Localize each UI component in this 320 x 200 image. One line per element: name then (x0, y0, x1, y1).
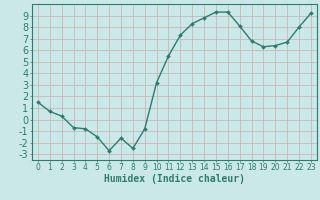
X-axis label: Humidex (Indice chaleur): Humidex (Indice chaleur) (104, 174, 245, 184)
